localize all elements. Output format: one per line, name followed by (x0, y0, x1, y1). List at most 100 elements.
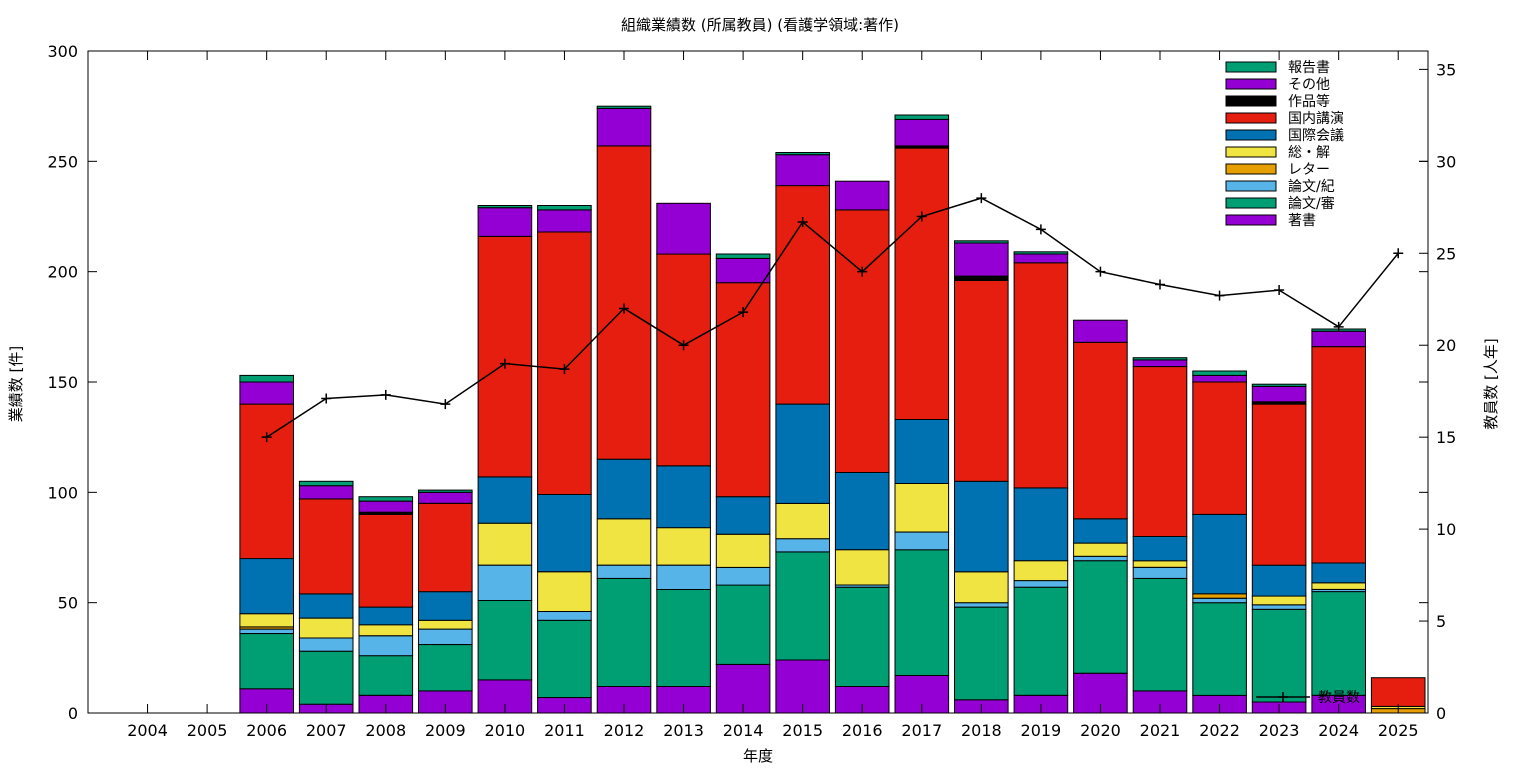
bar-segment (537, 571, 592, 612)
legend-label: 国内講演 (1288, 111, 1344, 127)
bar-segment (537, 209, 592, 233)
bar-segment (894, 549, 950, 677)
bar-segment (1132, 357, 1188, 361)
bar-segment (596, 577, 652, 688)
bar-segment (358, 606, 414, 626)
bar-segment (954, 480, 1009, 573)
bar-segment (537, 231, 592, 495)
chart-title: 組織業績数 (所属教員) (看護学領域:著作) (621, 16, 899, 34)
bar-segment (1073, 555, 1128, 562)
line-point (738, 307, 749, 318)
legend-label: その他 (1288, 77, 1330, 93)
bar-segment (894, 483, 950, 533)
bar-segment (358, 624, 414, 637)
x-tick-label: 2005 (187, 721, 228, 740)
line-point (321, 393, 332, 404)
bar-segment (477, 205, 533, 209)
bar-segment (1311, 562, 1367, 584)
bar-segment (1073, 518, 1128, 544)
bar-segment (358, 513, 414, 608)
bar-segment (1073, 319, 1128, 343)
bar-segment (834, 209, 890, 473)
bar-segment (1073, 542, 1128, 557)
bar-segment (239, 403, 294, 560)
line-point (1035, 224, 1046, 235)
bar-segment (239, 633, 294, 690)
bar-segment (715, 257, 771, 284)
bar-segment (715, 584, 771, 665)
bar-segment (954, 606, 1009, 701)
bar-segment (298, 485, 354, 500)
y2-tick-label: 20 (1436, 336, 1456, 355)
line-point (619, 303, 629, 314)
legend-label: 総・解 (1288, 145, 1330, 161)
bar-segment (1192, 370, 1247, 376)
line-point (380, 389, 391, 400)
bar-segment (894, 147, 950, 420)
bar-segment (1311, 346, 1367, 564)
legend-swatch (1225, 95, 1277, 107)
bar-segment (239, 628, 294, 634)
line-point (1214, 290, 1225, 301)
legend-label: 論文/審 (1288, 196, 1335, 212)
bar-segment (418, 619, 473, 630)
legend-line-label: 教員数 (1318, 690, 1360, 706)
legend-swatch (1225, 146, 1277, 158)
bar-segment (656, 202, 711, 255)
bar-segment (894, 531, 950, 551)
legend-label: 論文/紀 (1288, 179, 1335, 195)
bar-segment (1132, 560, 1188, 568)
x-tick-label: 2010 (485, 721, 526, 740)
bar-segment (596, 107, 652, 147)
bar-segment (477, 522, 533, 566)
line-point (1155, 279, 1165, 290)
bar-segment (775, 502, 831, 540)
x-tick-label: 2007 (306, 721, 347, 740)
bar-segment (1251, 604, 1307, 610)
y-tick-label: 250 (47, 152, 78, 171)
bar-segment (1073, 341, 1128, 520)
x-tick-label: 2013 (663, 721, 704, 740)
y2-tick-label: 5 (1436, 612, 1446, 631)
x-tick-label: 2004 (127, 721, 168, 740)
bar-segment (537, 611, 592, 621)
legend-label: 報告書 (1288, 60, 1330, 76)
bar-segment (418, 502, 473, 593)
bar-segment (775, 551, 831, 661)
bar-segment (715, 496, 771, 535)
bar-segment (775, 152, 831, 156)
bar-segment (298, 637, 354, 652)
x-tick-label: 2006 (246, 721, 287, 740)
bar-segment (1251, 608, 1307, 703)
bar-segment (954, 280, 1009, 482)
line-point (499, 358, 510, 369)
bar-segment (1132, 577, 1188, 692)
bar-segment (1073, 560, 1128, 674)
bar-segment (1013, 487, 1069, 562)
bar-segment (418, 489, 473, 493)
bar-segment (596, 145, 652, 460)
bar-segment (358, 500, 414, 513)
legend-line-marker (1278, 692, 1288, 702)
bar-segment (894, 118, 950, 147)
bar-segment (1251, 564, 1307, 597)
bar-segment (239, 374, 294, 383)
x-tick-label: 2023 (1259, 721, 1300, 740)
bar-segment (1013, 253, 1069, 264)
bar-segment (418, 628, 473, 645)
y-axis-label: 業績数 [件] (7, 346, 25, 422)
bar-segment (1251, 595, 1307, 606)
bar-segment (239, 381, 294, 405)
legend-swatch (1225, 214, 1277, 226)
line-point (1393, 248, 1404, 259)
legend-label: レター (1288, 162, 1330, 178)
legend-label: 作品等 (1288, 93, 1330, 110)
bar-segment (954, 242, 1009, 277)
line-point (976, 193, 987, 204)
y2-axis-label: 教員数 [人年] (1482, 338, 1500, 429)
legend-swatch (1225, 163, 1277, 175)
bar-segment (298, 593, 354, 619)
x-tick-label: 2021 (1140, 721, 1181, 740)
